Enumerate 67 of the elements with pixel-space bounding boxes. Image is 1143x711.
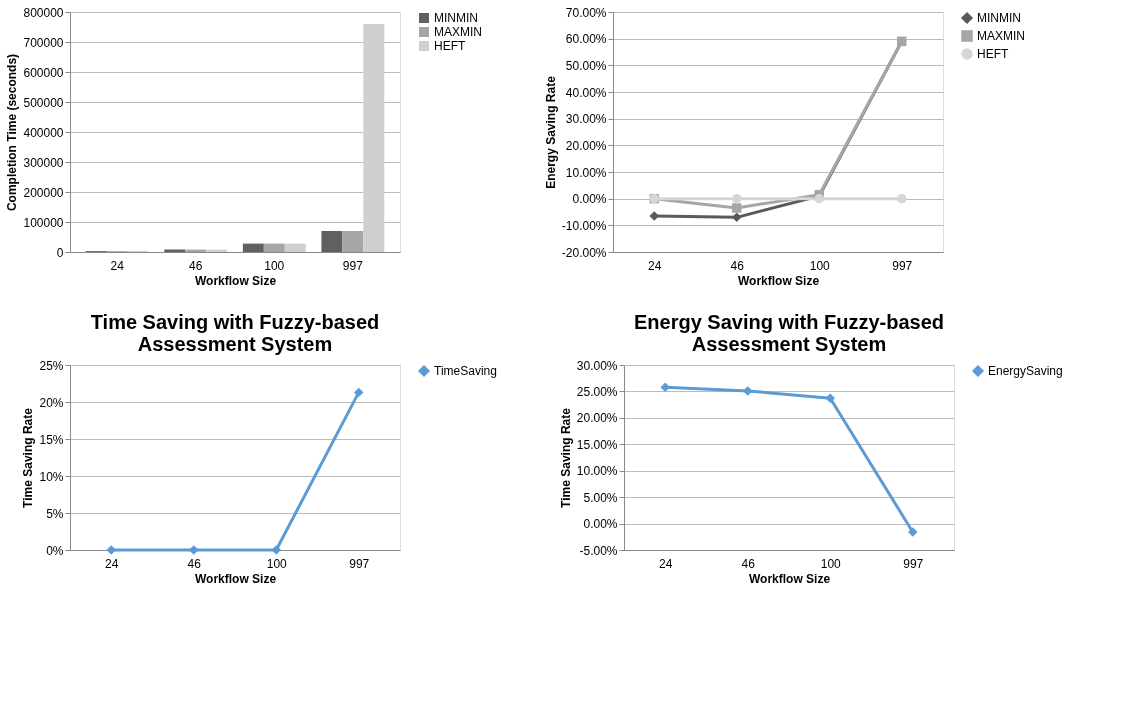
y-tick-label: 15%: [39, 432, 64, 447]
y-tick-label: 0.00%: [583, 517, 618, 532]
y-tick-label: 0%: [46, 543, 64, 558]
y-tick-label: 30.00%: [565, 112, 607, 127]
y-tick-label: 200000: [23, 185, 64, 200]
y-tick-label: 700000: [23, 35, 64, 50]
chart-title: Energy Saving with Fuzzy-based Assessment System: [633, 311, 945, 355]
y-tick-label: 0.00%: [572, 192, 607, 207]
y-tick-label: 800000: [23, 5, 64, 20]
x-tick-label: 24: [648, 258, 662, 273]
y-tick-label: 10%: [39, 469, 64, 484]
legend-label: MINMIN: [434, 11, 478, 25]
x-tick-label: 46: [189, 258, 203, 273]
x-axis-title: Workflow Size: [194, 273, 277, 288]
x-axis-title: Workflow Size: [194, 571, 277, 586]
y-tick-label: 25%: [39, 358, 64, 373]
legend-label: HEFT: [977, 47, 1009, 61]
y-tick-label: 5%: [46, 506, 64, 521]
x-tick-label: 100: [820, 556, 842, 571]
legend-label: EnergySaving: [988, 364, 1063, 378]
y-tick-label: 20.00%: [565, 138, 607, 153]
y-tick-label: 40.00%: [565, 85, 607, 100]
y-tick-label: 10.00%: [565, 165, 607, 180]
x-tick-label: 997: [349, 556, 370, 571]
y-tick-label: 0: [56, 245, 64, 260]
y-axis-title: Completion Time (seconds): [5, 53, 20, 212]
y-tick-label: 300000: [23, 155, 64, 170]
x-tick-label: 24: [659, 556, 673, 571]
y-tick-label: 10.00%: [576, 464, 618, 479]
legend-label: MINMIN: [977, 11, 1021, 25]
y-tick-label: 400000: [23, 125, 64, 140]
y-tick-label: 20.00%: [576, 411, 618, 426]
legend-label: MAXMIN: [977, 29, 1025, 43]
legend-label: HEFT: [434, 39, 466, 53]
x-tick-label: 997: [892, 258, 913, 273]
chart-title: Time Saving with Fuzzy-based Assessment System: [90, 311, 380, 355]
x-axis-title: Workflow Size: [737, 273, 820, 288]
legend-label: TimeSaving: [434, 364, 497, 378]
y-tick-label: 5.00%: [583, 490, 618, 505]
x-tick-label: 100: [266, 556, 288, 571]
x-tick-label: 46: [730, 258, 745, 273]
x-axis-title: Workflow Size: [748, 571, 831, 586]
legend-label: MAXMIN: [434, 25, 482, 39]
x-tick-label: 100: [264, 258, 285, 273]
y-tick-label: 70.00%: [565, 5, 607, 20]
y-tick-label: 20%: [39, 395, 64, 410]
y-tick-label: 500000: [23, 95, 64, 110]
y-tick-label: 50.00%: [565, 58, 607, 73]
x-tick-label: 46: [741, 556, 756, 571]
y-tick-label: 600000: [23, 65, 64, 80]
y-axis-title: Energy Saving Rate: [543, 75, 558, 189]
y-axis-title: Time Saving Rate: [21, 407, 36, 508]
y-tick-label: 25.00%: [576, 384, 618, 399]
y-tick-label: 30.00%: [576, 358, 618, 373]
y-tick-label: -20.00%: [561, 245, 607, 260]
x-tick-label: 24: [105, 556, 119, 571]
y-tick-label: -10.00%: [561, 218, 607, 233]
y-tick-label: -5.00%: [579, 543, 618, 558]
y-axis-title: Time Saving Rate: [558, 407, 573, 508]
y-tick-label: 60.00%: [565, 32, 607, 47]
x-tick-label: 997: [342, 258, 364, 273]
x-tick-label: 997: [903, 556, 924, 571]
x-tick-label: 46: [187, 556, 202, 571]
y-tick-label: 100000: [23, 215, 64, 230]
y-tick-label: 15.00%: [576, 437, 618, 452]
x-tick-label: 100: [809, 258, 831, 273]
x-tick-label: 24: [110, 258, 125, 273]
